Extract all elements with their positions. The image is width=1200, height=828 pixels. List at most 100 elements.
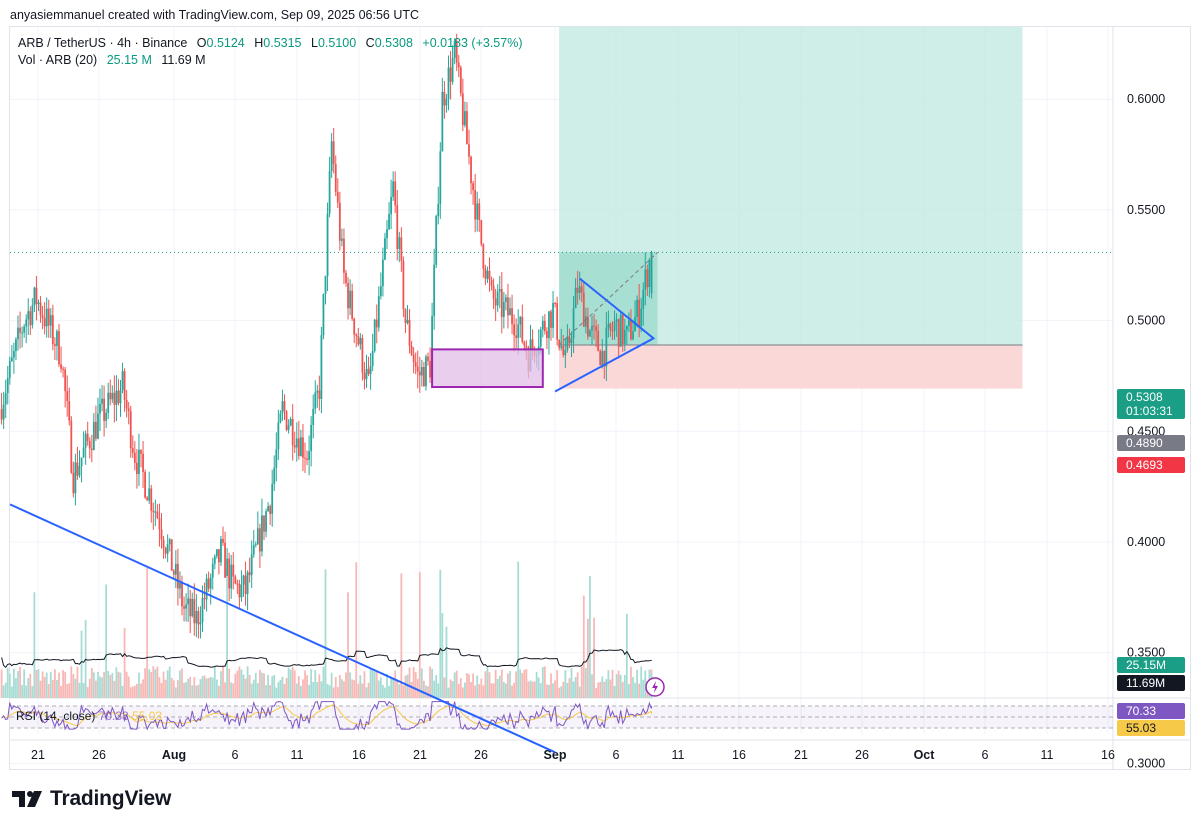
candle-body [125, 399, 128, 409]
tradingview-logo[interactable]: TradingView [12, 787, 171, 811]
candle-body [170, 539, 173, 571]
volume-bar [386, 674, 388, 698]
volume-bar [271, 676, 274, 698]
candle-body [369, 366, 372, 375]
volume-bar [515, 671, 518, 698]
candle-body [314, 392, 317, 409]
volume-bar [500, 669, 503, 698]
volume-bar [131, 686, 134, 698]
candle-body [648, 260, 651, 288]
candle-body [513, 324, 515, 336]
candle-body [127, 408, 130, 412]
rsi-label[interactable]: RSI (14, close) [16, 709, 96, 723]
candle-body [392, 181, 395, 198]
candle-body [254, 544, 257, 546]
volume-bar [21, 685, 23, 698]
volume-bar [74, 678, 77, 698]
candle-body [88, 440, 91, 449]
candle-body [181, 582, 183, 607]
candle-body [384, 238, 386, 260]
volume-bar [45, 672, 48, 698]
volume-bar [31, 686, 34, 698]
volume-legend: Vol · ARB (20) 25.15 M 11.69 M [18, 53, 212, 67]
candle-body [199, 622, 202, 625]
candle-body [642, 289, 645, 309]
volume-bar [8, 673, 11, 698]
volume-bar [195, 685, 198, 698]
candle-body [123, 371, 126, 400]
candle-body [207, 578, 210, 589]
candle-body [539, 329, 542, 347]
candle-body [334, 164, 337, 192]
volume-bar [211, 677, 214, 698]
candle-body [511, 308, 513, 325]
volume-bar [605, 679, 608, 698]
volume-bar [35, 669, 38, 698]
rsi-ma-value: 55.03 [132, 709, 163, 723]
candle-body [353, 318, 356, 335]
volume-bar [43, 676, 46, 698]
candle-body [400, 237, 403, 261]
candle-body [148, 488, 151, 501]
candle-body [203, 598, 206, 600]
volume-bar [133, 685, 136, 698]
volume-bar [349, 672, 351, 698]
candle-body [252, 545, 255, 555]
candle-body [273, 467, 276, 485]
candle-body [41, 315, 44, 319]
volume-bar [558, 687, 561, 698]
candle-body [420, 366, 423, 376]
rsi-band [10, 706, 1113, 728]
volume-value: 25.15 M [106, 53, 152, 67]
time-axis-label: Aug [162, 748, 186, 762]
candle-body [630, 320, 632, 340]
volume-label[interactable]: Vol · ARB (20) [18, 53, 98, 67]
volume-bar [64, 671, 67, 698]
volume-bar [478, 684, 481, 698]
volume-bar [437, 683, 440, 698]
candle-body [390, 197, 392, 215]
volume-bar [248, 674, 251, 698]
time-axis-label: Sep [544, 748, 567, 762]
volume-bar [88, 678, 91, 698]
candle-body [552, 303, 554, 328]
candle-body [519, 316, 522, 325]
candle-body [119, 389, 122, 404]
volume-bar [582, 595, 585, 698]
volume-bar [433, 680, 436, 698]
candle-body [546, 331, 548, 339]
candle-body [291, 418, 294, 446]
candle-body [64, 369, 67, 392]
candle-body [603, 351, 606, 367]
candle-body [136, 462, 138, 475]
volume-bar [140, 683, 142, 698]
volume-bar [66, 683, 69, 698]
candle-body [341, 238, 343, 241]
candle-body [164, 548, 167, 554]
candle-body [412, 354, 415, 363]
candle-body [591, 325, 593, 331]
volume-bar [490, 683, 493, 698]
candle-body [244, 575, 247, 595]
entry-price-tag: 0.4890 [1117, 435, 1185, 451]
candle-body [289, 418, 292, 426]
candle-body [373, 319, 376, 351]
volume-bar [572, 681, 575, 698]
candle-body [429, 360, 431, 378]
candle-body [543, 320, 546, 332]
symbol-label[interactable]: ARB / TetherUS · 4h · Binance [18, 36, 188, 50]
candle-body [496, 291, 499, 306]
volume-bar [535, 671, 538, 698]
candle-body [476, 203, 479, 220]
volume-bar [591, 674, 593, 698]
volume-bar [623, 674, 626, 698]
candle-body [95, 421, 97, 439]
candle-body [599, 350, 602, 365]
candle-body [150, 488, 153, 511]
candle-body [236, 583, 239, 585]
candle-body [379, 286, 382, 297]
candle-body [195, 611, 198, 624]
volume-bar [609, 679, 612, 698]
volume-bar [492, 683, 495, 698]
